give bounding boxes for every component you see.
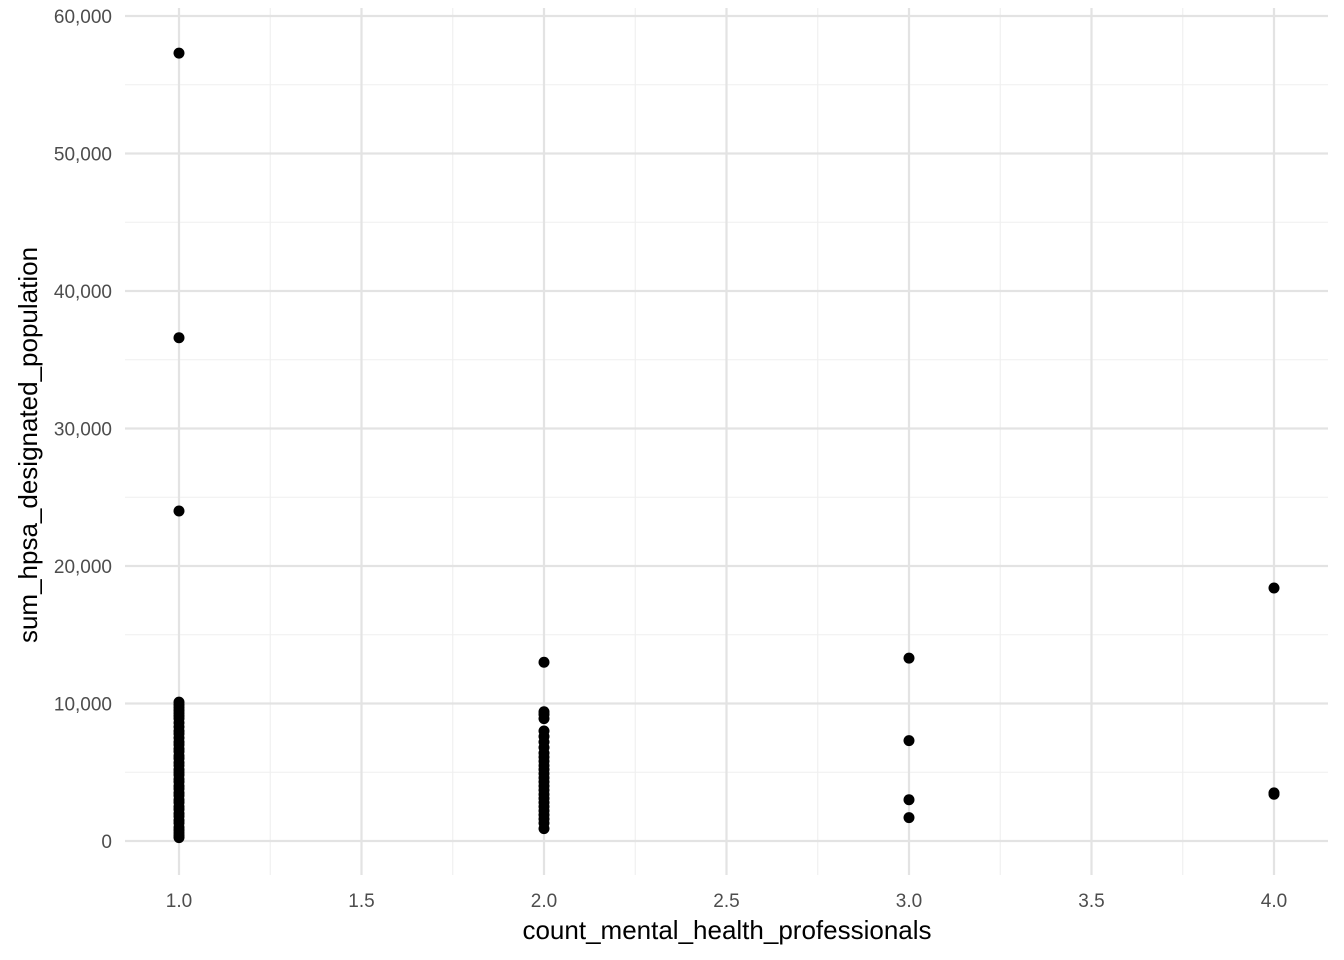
data-points xyxy=(173,47,1280,844)
y-tick-label: 10,000 xyxy=(54,695,112,716)
y-tick-label: 50,000 xyxy=(54,145,112,166)
x-tick-label: 3.5 xyxy=(1078,891,1104,912)
x-axis-title: count_mental_health_professionals xyxy=(522,915,931,945)
x-tick-label: 1.5 xyxy=(348,891,374,912)
y-tick-label: 0 xyxy=(101,832,112,853)
major-gridlines xyxy=(125,8,1328,875)
scatter-point xyxy=(538,823,550,835)
x-tick-label: 3.0 xyxy=(896,891,922,912)
scatter-point xyxy=(903,794,915,806)
scatter-point xyxy=(173,505,185,517)
y-tick-label: 60,000 xyxy=(54,7,112,28)
x-tick-label: 4.0 xyxy=(1261,891,1287,912)
scatter-point xyxy=(1268,582,1280,594)
y-axis-title: sum_hpsa_designated_population xyxy=(13,247,43,643)
y-tick-label: 20,000 xyxy=(54,557,112,578)
y-tick-label: 30,000 xyxy=(54,420,112,441)
y-tick-label: 40,000 xyxy=(54,282,112,303)
x-tick-label: 2.0 xyxy=(531,891,557,912)
scatter-point xyxy=(538,656,550,668)
scatter-point xyxy=(903,735,915,747)
scatter-point xyxy=(173,47,185,59)
scatter-point xyxy=(1268,788,1280,800)
scatter-point xyxy=(538,713,550,725)
x-tick-label: 2.5 xyxy=(713,891,739,912)
x-axis-tick-labels: 1.0 1.5 2.0 2.5 3.0 3.5 4.0 xyxy=(166,891,1287,912)
scatter-point xyxy=(173,832,185,844)
scatter-point xyxy=(903,812,915,824)
x-tick-label: 1.0 xyxy=(166,891,192,912)
scatter-point xyxy=(173,332,185,344)
y-axis-tick-labels: 0 10,000 20,000 30,000 40,000 50,000 60,000 xyxy=(54,7,112,853)
scatter-point xyxy=(903,652,915,664)
